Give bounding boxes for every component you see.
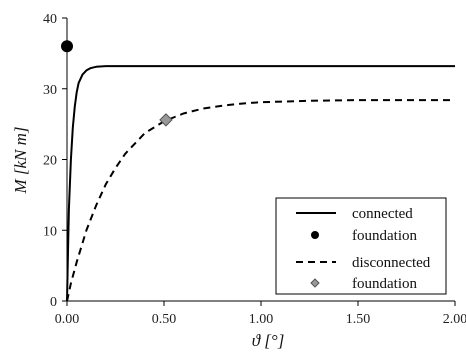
y-tick-label: 20	[43, 154, 57, 169]
y-tick-label: 40	[43, 12, 57, 27]
legend: connected foundation disconnected founda…	[275, 197, 447, 295]
axes: 0 10 20 30 40 0.00 0.50 1.00 1.50 2.00	[43, 12, 466, 327]
legend-connected-foundation-marker	[311, 231, 319, 239]
y-tick-label: 0	[50, 295, 57, 310]
y-axis-title: M [kN m]	[11, 126, 30, 194]
legend-disconnected-label: disconnected	[352, 255, 431, 271]
legend-connected-label: connected	[352, 206, 413, 222]
x-tick-label: 1.50	[346, 312, 371, 327]
foundation-diamond-marker	[159, 113, 173, 127]
foundation-circle-marker	[61, 40, 73, 53]
x-tick-label: 2.00	[443, 312, 466, 327]
x-tick-label: 1.00	[249, 312, 274, 327]
legend-disconnected-foundation-marker	[310, 278, 320, 288]
legend-disconnected-foundation-label: foundation	[352, 276, 417, 292]
y-tick-label: 10	[43, 224, 57, 239]
marker-layer	[61, 40, 173, 127]
series-line-connected	[66, 65, 455, 302]
x-axis-title: ϑ [°]	[252, 331, 285, 350]
y-tick-label: 30	[43, 83, 57, 98]
legend-connected-foundation-label: foundation	[352, 228, 417, 244]
x-tick-label: 0.00	[55, 312, 80, 327]
x-tick-label: 0.50	[152, 312, 177, 327]
